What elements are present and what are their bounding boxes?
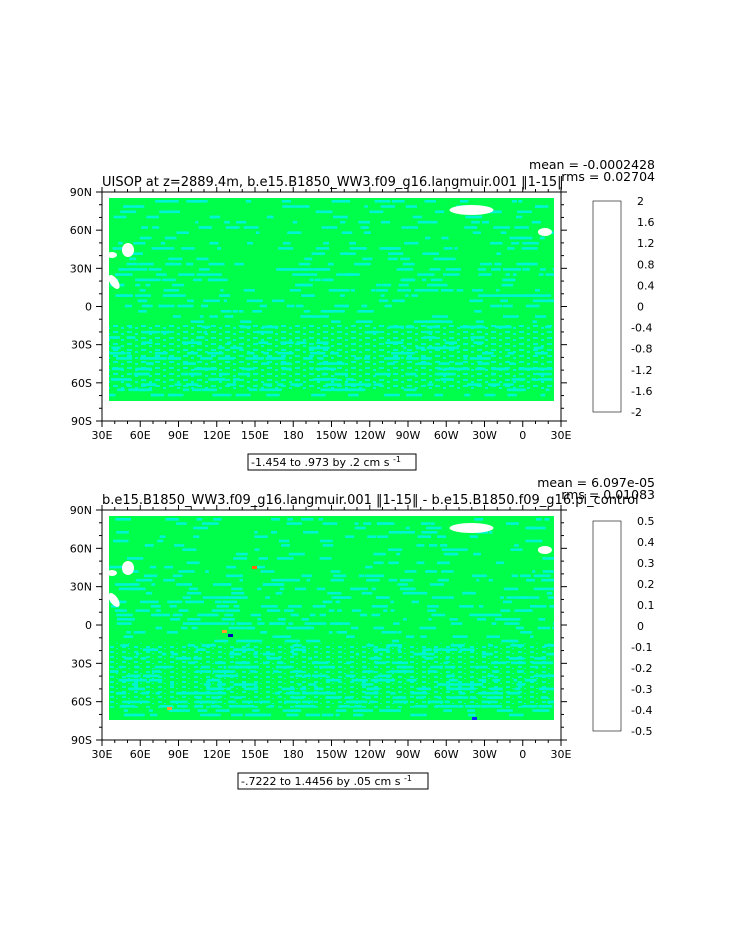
y-tick-label: 60N	[70, 542, 92, 555]
contour-info: -.7222 to 1.4456 by .05 cm s -1	[241, 774, 412, 788]
x-tick-label: 0	[519, 429, 526, 442]
x-tick-label: 30E	[551, 429, 572, 442]
y-tick-label: 0	[85, 619, 92, 632]
colorbar-label: 0.4	[637, 279, 655, 292]
island-mask	[122, 561, 134, 575]
colorbar-label: -0.1	[631, 641, 652, 654]
x-tick-label: 0	[519, 748, 526, 761]
x-tick-label: 30E	[92, 748, 113, 761]
x-tick-label: 150W	[316, 429, 348, 442]
colorbar-label: 1.2	[637, 237, 655, 250]
contour-info-box	[237, 772, 429, 790]
y-tick-label: 90S	[71, 415, 92, 428]
y-tick-label: 30S	[71, 339, 92, 352]
variability-field	[109, 200, 554, 397]
x-tick-label: 30E	[551, 748, 572, 761]
colorbar-label: -1.6	[631, 385, 652, 398]
antarctica-mask	[109, 401, 554, 421]
x-tick-label: 30E	[92, 429, 113, 442]
antarctica-mask	[109, 720, 554, 740]
colorbar-label: -0.8	[631, 343, 652, 356]
y-tick-label: 60S	[71, 696, 92, 709]
variability-field	[109, 518, 554, 717]
colorbar-label: -0.4	[631, 704, 652, 717]
colorbar-label: -2	[631, 406, 642, 419]
colorbar-label: -0.4	[631, 322, 652, 335]
x-tick-label: 180	[283, 429, 304, 442]
colorbar-label: 0	[637, 301, 644, 314]
anomaly-speck	[167, 707, 172, 710]
contour-info: -1.454 to .973 by .2 cm s -1	[251, 455, 401, 469]
x-tick-label: 150E	[241, 748, 269, 761]
anomaly-speck	[252, 566, 257, 569]
x-tick-label: 90W	[396, 748, 421, 761]
mean-stat: mean = -0.0002428	[529, 157, 655, 172]
anomaly-speck	[228, 634, 233, 637]
rms-stat: rms = 0.01083	[561, 487, 655, 502]
y-tick-label: 30N	[70, 581, 92, 594]
x-tick-label: 90W	[396, 429, 421, 442]
greenland-mask	[449, 523, 494, 533]
anomaly-speck	[472, 717, 477, 720]
x-tick-label: 150E	[241, 429, 269, 442]
contour-info-box	[247, 453, 417, 471]
island-mask	[537, 546, 552, 554]
x-tick-label: 60W	[434, 429, 459, 442]
colorbar-label: -0.3	[631, 683, 652, 696]
colorbar-label: 0.8	[637, 258, 655, 271]
colorbar-label: 0.5	[637, 515, 655, 528]
colorbar-label: -0.5	[631, 725, 652, 738]
island-mask	[107, 252, 117, 258]
colorbar-label: -0.2	[631, 662, 652, 675]
x-tick-label: 30W	[472, 748, 497, 761]
x-tick-label: 60E	[130, 748, 151, 761]
island-mask	[107, 570, 117, 576]
y-tick-label: 60S	[71, 377, 92, 390]
colorbar-label: 0	[637, 620, 644, 633]
colorbar-label: 0.1	[637, 599, 655, 612]
x-tick-label: 90E	[168, 748, 189, 761]
colorbar-label: 2	[637, 195, 644, 208]
colorbar-label: 0.4	[637, 536, 655, 549]
y-tick-label: 60N	[70, 224, 92, 237]
x-tick-label: 120E	[203, 429, 231, 442]
colorbar-label: -1.2	[631, 364, 652, 377]
x-tick-label: 180	[283, 748, 304, 761]
x-tick-label: 120E	[203, 748, 231, 761]
map-title: b.e15.B1850_WW3.f09_g16.langmuir.001 ‖1-…	[102, 493, 639, 508]
y-tick-label: 30N	[70, 262, 92, 275]
colorbar-label: 1.6	[637, 216, 655, 229]
mean-stat: mean = 6.097e-05	[537, 475, 655, 490]
y-tick-label: 30S	[71, 657, 92, 670]
rms-stat: rms = 0.02704	[561, 169, 655, 184]
colorbar-label: 0.2	[637, 578, 655, 591]
colorbar-label: 0.3	[637, 557, 655, 570]
y-tick-label: 90N	[70, 186, 92, 199]
colorbar-frame	[592, 200, 622, 413]
map-title: UISOP at z=2889.4m, b.e15.B1850_WW3.f09_…	[102, 175, 564, 190]
y-tick-label: 0	[85, 301, 92, 314]
greenland-mask	[449, 205, 494, 215]
x-tick-label: 60W	[434, 748, 459, 761]
x-tick-label: 120W	[354, 748, 386, 761]
x-tick-label: 90E	[168, 429, 189, 442]
colorbar-frame	[592, 520, 622, 732]
y-tick-label: 90S	[71, 734, 92, 747]
island-mask	[108, 275, 120, 289]
island-mask	[108, 593, 120, 607]
island-mask	[122, 243, 134, 257]
x-tick-label: 60E	[130, 429, 151, 442]
x-tick-label: 120W	[354, 429, 386, 442]
island-mask	[537, 228, 552, 236]
anomaly-speck	[222, 630, 227, 633]
x-tick-label: 30W	[472, 429, 497, 442]
y-tick-label: 90N	[70, 504, 92, 517]
x-tick-label: 150W	[316, 748, 348, 761]
